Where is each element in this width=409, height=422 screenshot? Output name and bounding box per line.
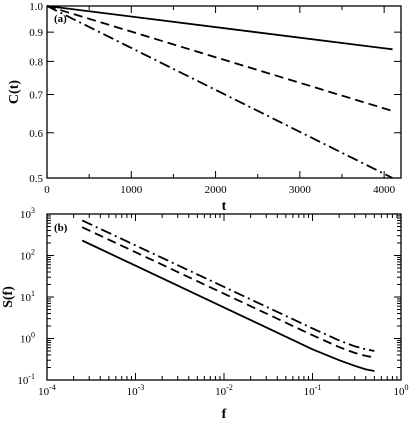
y-tick-label: 0.5 xyxy=(29,173,43,185)
x-tick-label: 4000 xyxy=(373,184,396,196)
y-tick-label: 0.8 xyxy=(29,56,43,68)
x-axis-title: f xyxy=(222,407,227,422)
series-line-dash-dot xyxy=(81,219,375,352)
x-tick-label: 1000 xyxy=(120,184,143,196)
y-tick-label: 0.9 xyxy=(29,27,43,39)
y-tick-label: 103 xyxy=(20,206,35,221)
series-line-dashed xyxy=(81,226,375,359)
series-line-solid xyxy=(46,5,393,51)
x-tick-label: 10-4 xyxy=(38,383,56,398)
panel-label: (a) xyxy=(54,13,67,25)
series-line-solid xyxy=(81,239,375,372)
panel-a: 0 1000 2000 3000 4000 0.5 0.6 0.7 0.8 0.9 1.0 t C(t)… xyxy=(7,1,402,214)
y-tick-label: 0.7 xyxy=(29,90,43,102)
plot-frame xyxy=(46,213,402,381)
y-tick-label: 101 xyxy=(20,289,35,304)
series-line-dashed xyxy=(46,5,393,112)
x-tick-label: 2000 xyxy=(205,184,228,196)
x-tick-label: 10-1 xyxy=(304,383,322,398)
x-tick-label: 10-3 xyxy=(127,383,145,398)
x-tick-label: 0 xyxy=(44,184,50,196)
y-tick-label: 0.6 xyxy=(29,128,43,140)
y-tick-label: 10-1 xyxy=(17,372,35,387)
y-axis-title: S(f) xyxy=(1,286,16,308)
y-axis-title: C(t) xyxy=(7,80,22,104)
y-tick-label: 100 xyxy=(20,331,35,346)
x-axis-title: t xyxy=(222,199,227,214)
panel-label: (b) xyxy=(54,222,68,234)
series-line-dash-dot xyxy=(46,5,394,179)
x-tick-label: 3000 xyxy=(289,184,312,196)
y-tick-label: 102 xyxy=(20,248,35,263)
y-tick-label: 1.0 xyxy=(29,1,43,13)
plot-frame xyxy=(46,5,402,179)
x-tick-label: 100 xyxy=(394,383,409,398)
x-tick-label: 10-2 xyxy=(215,383,233,398)
panel-b: 10-4 10-3 10-2 10-1 100 10-1 100 101 102 103 f S(f)… xyxy=(1,206,409,422)
